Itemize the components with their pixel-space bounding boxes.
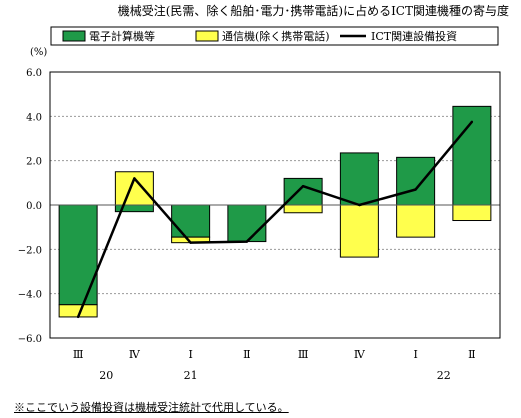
x-tick-label: Ⅱ — [243, 348, 250, 361]
y-tick-label: 2.0 — [26, 157, 42, 168]
bar-computers — [58, 204, 98, 306]
chart-title: 機械受注(民需、除く船舶･電力･携帯電話)に占めるICT関連機種の寄与度 — [117, 4, 509, 18]
legend-label-1: 電子計算機等 — [89, 29, 155, 43]
year-label: 22 — [437, 369, 451, 382]
ict-investment-point — [133, 177, 136, 180]
x-tick-label: Ⅲ — [298, 348, 309, 361]
bar-computers — [396, 156, 436, 206]
footnote: ※ここでいう設備投資は機械受注統計で代用している。 — [14, 401, 289, 414]
x-tick-label: Ⅰ — [413, 348, 417, 361]
y-tick-label: 4.0 — [26, 112, 42, 123]
ict-investment-point — [358, 203, 361, 207]
ict-investment-point — [245, 240, 249, 243]
y-tick-label: −6.0 — [18, 334, 42, 345]
y-tick-label: 6.0 — [26, 68, 42, 79]
plot-frame — [49, 71, 501, 339]
ict-investment-point — [414, 188, 417, 191]
ict-investment-point — [470, 120, 474, 124]
y-tick-label: −2.0 — [18, 245, 42, 256]
y-axis-unit: (%) — [30, 47, 47, 58]
bar-computers — [171, 204, 211, 238]
bar-telecom — [339, 204, 379, 258]
year-label: 21 — [184, 369, 198, 382]
bar-telecom — [396, 204, 436, 238]
ict-investment-point — [301, 184, 305, 188]
bar-telecom — [114, 171, 154, 206]
bar-telecom — [283, 204, 323, 214]
legend-swatch-2 — [195, 30, 219, 42]
ict-investment-point — [76, 315, 80, 319]
ict-investment-point — [189, 241, 192, 244]
x-tick-label: Ⅲ — [73, 348, 84, 361]
x-tick-label: Ⅳ — [129, 348, 141, 361]
x-tick-label: Ⅳ — [354, 348, 366, 361]
x-tick-label: Ⅰ — [188, 348, 192, 361]
y-tick-label: −4.0 — [18, 290, 42, 301]
bar-telecom — [452, 204, 492, 222]
legend-box — [50, 26, 499, 46]
y-tick-label: 0.0 — [26, 201, 42, 212]
bar-computers — [227, 204, 267, 243]
x-tick-label: Ⅱ — [468, 348, 475, 361]
year-label: 20 — [99, 369, 113, 382]
ict-investment-line — [76, 121, 473, 318]
legend-label-3: ICT関連設備投資 — [371, 29, 457, 43]
bar-computers — [339, 152, 379, 206]
legend-label-2: 通信機(除く携帯電話) — [222, 29, 330, 43]
legend-swatch-1 — [62, 30, 86, 42]
